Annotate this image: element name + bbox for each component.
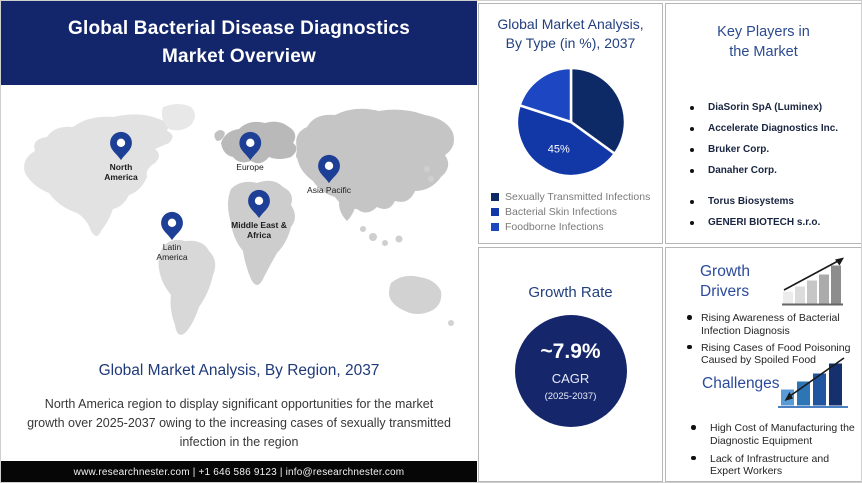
drivers-challenges-panel: Growth Drivers Rising Awareness of Bacte…: [665, 247, 861, 482]
key-player-item: Bruker Corp.: [688, 144, 857, 156]
key-player-item: DiaSorin SpA (Luminex): [688, 102, 857, 114]
continent-uk: [214, 130, 225, 141]
world-map: North America Europe Asia Pacific: [11, 99, 466, 349]
footer-contact-text: www.researchnester.com | +1 646 586 9123…: [73, 467, 405, 478]
challenges-list: High Cost of Manufacturing the Diagnosti…: [684, 422, 860, 482]
key-players-list: DiaSorin SpA (Luminex) Accelerate Diagno…: [688, 102, 857, 238]
challenge-item: Lack of Infrastructure and Expert Worker…: [684, 453, 860, 479]
key-player-item: Danaher Corp.: [688, 165, 857, 177]
map-pin-middle-east-africa: Middle East & Africa: [230, 189, 288, 240]
footer-bar: www.researchnester.com | +1 646 586 9123…: [1, 461, 477, 482]
growth-rate-panel: Growth Rate ~7.9% CAGR (2025-2037): [478, 247, 663, 482]
map-pin-north-america: North America: [97, 131, 145, 182]
continent-north-america: [24, 114, 173, 236]
key-players-title: Key Players in: [717, 24, 810, 40]
overview-section: Global Bacterial Disease Diagnostics Mar…: [1, 1, 477, 482]
legend-label: Bacterial Skin Infections: [505, 206, 618, 218]
challenge-item: High Cost of Manufacturing the Diagnosti…: [684, 422, 860, 448]
growth-rate-title: Growth Rate: [528, 284, 613, 301]
location-pin-icon: [239, 131, 261, 161]
legend-swatch-icon: [491, 193, 499, 201]
challenges-title: Challenges: [702, 375, 780, 392]
legend-swatch-icon: [491, 208, 499, 216]
cagr-period: (2025-2037): [544, 391, 597, 402]
pie-value-label: 45%: [547, 143, 569, 155]
island-japan: [428, 176, 434, 182]
map-pin-europe: Europe: [236, 131, 264, 172]
key-players-panel: Key Players in the Market DiaSorin SpA (…: [665, 3, 861, 244]
island: [360, 226, 366, 232]
pie-chart: 45%: [515, 66, 626, 177]
pie-panel-title-line2: By Type (in %), 2037: [505, 34, 636, 51]
continent-australia: [389, 275, 442, 314]
growth-drivers-list: Rising Awareness of Bacterial Infection …: [684, 312, 852, 371]
location-pin-icon: [248, 189, 270, 219]
page-title-line2: Market Overview: [161, 45, 317, 67]
cagr-value: ~7.9%: [540, 340, 601, 363]
pie-panel: Global Market Analysis, By Type (in %), …: [478, 3, 663, 244]
map-label-latin-america: Latin America: [156, 242, 188, 263]
map-pin-asia-pacific: Asia Pacific: [307, 154, 351, 195]
legend-label: Foodborne Infections: [505, 221, 604, 233]
legend-item: Bacterial Skin Infections: [491, 206, 650, 221]
map-pin-latin-america: Latin America: [149, 211, 195, 262]
growth-driver-item: Rising Awareness of Bacterial Infection …: [684, 312, 852, 338]
pie-slice: [517, 66, 572, 124]
rising-trend-bars-icon: [782, 257, 844, 306]
page-title: Global Bacterial Disease Diagnostics: [68, 18, 410, 39]
legend-item: Sexually Transmitted Infections: [491, 191, 650, 206]
map-label-europe: Europe: [236, 162, 264, 172]
continent-africa: [228, 180, 295, 285]
pie-slice: [515, 103, 616, 177]
island: [369, 233, 377, 241]
map-label-middle-east-africa: Middle East & Africa: [231, 220, 287, 241]
legend-item: Foodborne Infections: [491, 221, 650, 236]
key-player-item: Torus Biosystems: [688, 196, 857, 208]
location-pin-icon: [161, 211, 183, 241]
pie-panel-title: Global Market Analysis,: [497, 16, 644, 32]
map-label-asia-pacific: Asia Pacific: [307, 185, 351, 195]
growth-drivers-title-line2: Drivers: [700, 283, 750, 301]
continent-greenland: [161, 104, 195, 131]
pie-legend: Sexually Transmitted Infections Bacteria…: [491, 191, 650, 236]
region-caption: Global Market Analysis, By Region, 2037: [98, 362, 380, 379]
growth-rate-circle: ~7.9% CAGR (2025-2037): [514, 315, 627, 427]
island: [382, 240, 388, 246]
region-india: [339, 193, 357, 221]
continent-asia: [296, 108, 454, 213]
key-players-title-line2: the Market: [729, 44, 798, 61]
trend-bars-down-arrow-icon: [778, 357, 848, 408]
region-description: North America region to display signific…: [27, 397, 451, 449]
island-japan: [424, 166, 430, 172]
location-pin-icon: [318, 154, 340, 184]
key-player-item: GENERI BIOTECH s.r.o.: [688, 217, 857, 229]
legend-label: Sexually Transmitted Infections: [505, 191, 651, 203]
key-player-item: Accelerate Diagnostics Inc.: [688, 123, 857, 135]
world-map-continents: [24, 104, 454, 335]
continent-south-america: [158, 239, 216, 335]
island: [395, 235, 403, 243]
main-header: Global Bacterial Disease Diagnostics Mar…: [1, 1, 477, 85]
island-new-zealand: [448, 320, 454, 326]
growth-driver-item: Rising Cases of Food Poisoning Caused by…: [684, 342, 852, 368]
legend-swatch-icon: [491, 223, 499, 231]
pie-slice: [569, 66, 626, 155]
location-pin-icon: [110, 131, 132, 161]
cagr-label: CAGR: [551, 371, 590, 386]
growth-drivers-title: Growth: [700, 263, 750, 280]
map-label-north-america: North America: [104, 162, 138, 183]
